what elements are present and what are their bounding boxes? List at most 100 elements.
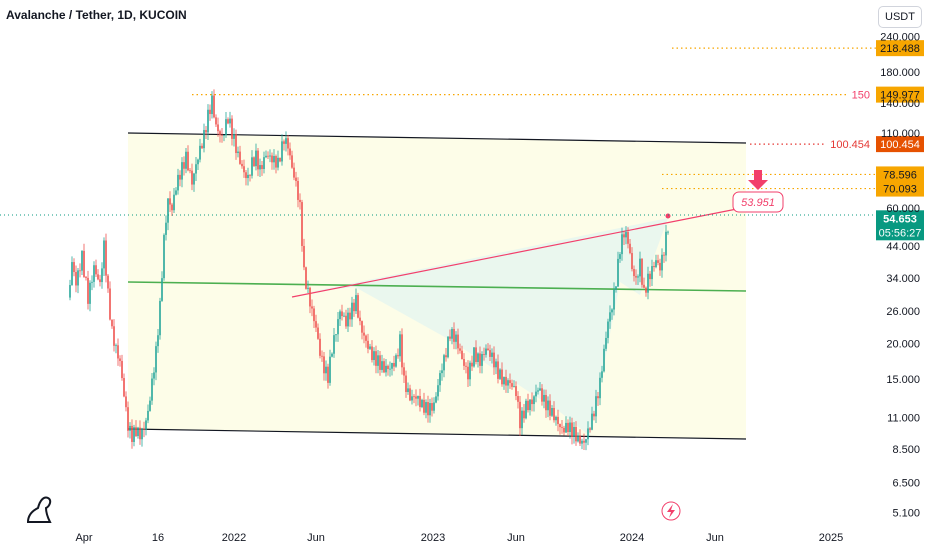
candle-body [281,141,283,162]
candle-body [531,399,533,405]
candle-body [517,396,519,402]
candle-body [297,181,299,200]
candle-body [247,174,249,179]
candle-body [249,174,251,176]
candle-body [307,287,309,289]
candle-body [503,376,505,385]
candle-body [291,155,293,168]
candle-body [119,358,121,361]
channel-lower-line[interactable] [127,428,747,440]
candle-body [199,145,201,160]
candle-body [129,425,131,431]
channel-upper-line[interactable] [127,132,747,144]
candles-group [69,89,669,451]
candle-body [317,327,319,339]
candle-body [137,427,139,437]
candle-body [637,276,639,278]
target-callout[interactable]: 53.951 [732,170,784,213]
candle-body [127,407,129,431]
candle-body [79,270,81,272]
x-tick-label: Jun [706,532,724,544]
candle-body [499,369,501,379]
candle-body [481,354,483,366]
candle-body [413,396,415,398]
candle-body [123,378,125,397]
candle-body [77,270,79,286]
y-tick-label: 8.500 [892,444,920,456]
level-note-label: 150 [852,90,870,102]
x-axis: Apr 16 2022 Jun 2023 Jun 2024 Jun 2025 [75,532,843,544]
candle-body [175,190,177,195]
candle-body [81,250,83,271]
candle-body [113,326,115,346]
candle-body [497,361,499,379]
tradingview-logo[interactable] [26,496,52,523]
candle-body [177,174,179,191]
candle-body [469,362,471,380]
x-tick-label: Jun [507,532,525,544]
candle-body [239,151,241,164]
candle-body [617,258,619,287]
candle-body [597,396,599,399]
candle-body [105,240,107,276]
candle-body [573,426,575,437]
y-tick-label: 180.000 [880,67,920,79]
candle-body [361,321,363,333]
candle-body [447,336,449,358]
candle-body [91,281,93,283]
candle-body [599,377,601,399]
candle-body [457,334,459,349]
candle-body [97,274,99,280]
candle-body [441,370,443,374]
candle-body [147,410,149,421]
candle-body [641,258,643,285]
candle-body [111,319,113,327]
candle-body [593,413,595,417]
candle-body [559,423,561,428]
candle-body [613,289,615,310]
candle-body [197,159,199,165]
support-trend-line[interactable] [127,281,747,292]
x-tick-label: 2024 [620,532,644,544]
y-tick-label: 140.000 [880,98,920,110]
candle-body [569,422,571,433]
candle-body [365,335,367,341]
candle-body [465,365,467,367]
event-marker[interactable] [661,501,681,521]
candle-body [483,354,485,355]
y-tick-label: 240.000 [880,32,920,44]
candle-body [565,422,567,433]
candle-body [649,273,651,280]
candle-body [571,422,573,437]
candle-body [279,157,281,162]
candle-body [615,286,617,290]
candle-body [143,428,145,430]
candle-body [407,388,409,393]
candle-body [135,427,137,437]
candle-body [321,355,323,357]
candle-body [381,361,383,370]
candle-body [229,118,231,124]
y-tick-label: 5.100 [892,507,920,519]
currency-button[interactable]: USDT [878,6,922,28]
candle-body [209,109,211,115]
price-level-label: 70.093 [883,184,917,196]
candle-body [471,362,473,367]
candle-body [439,373,441,386]
chart-title: Avalanche / Tether, 1D, KUCOIN [6,8,187,22]
candle-body [533,396,535,405]
candle-body [421,399,423,408]
x-tick-label: Apr [75,532,92,544]
candle-body [183,162,185,169]
y-axis: 240.000 180.000 140.000 110.000 60.000 44.000… [880,32,920,520]
candle-body [333,335,335,354]
candle-body [121,360,123,379]
neckline-end-point[interactable] [665,213,671,219]
candle-body [219,131,221,136]
candle-body [245,172,247,179]
neckline-trend-line[interactable] [291,204,758,298]
dinosaur-icon [26,496,52,523]
candle-body [331,353,333,357]
